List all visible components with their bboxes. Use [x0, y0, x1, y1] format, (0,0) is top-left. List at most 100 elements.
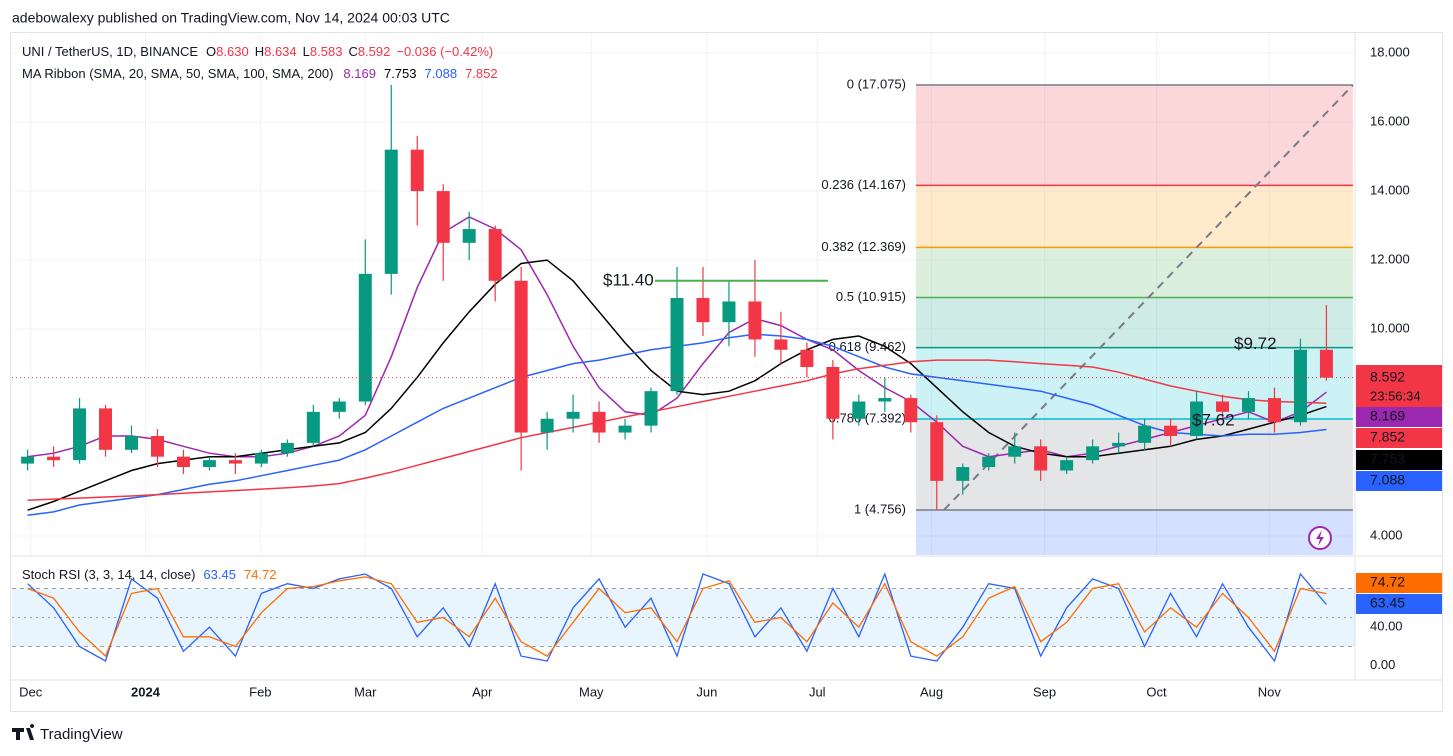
candle-body: [99, 408, 113, 450]
ma-tag-value: 7.753: [1370, 451, 1405, 467]
x-tick-label: Mar: [354, 684, 377, 699]
symbol-header: UNI / TetherUS, 1D, BINANCE O8.630 H8.634 L…: [22, 44, 493, 59]
candle-body: [930, 422, 944, 481]
frame: [10, 32, 1443, 712]
fib-zone: [916, 185, 1353, 248]
brand: TradingView: [40, 726, 123, 743]
stoch-tag-value: 63.45: [1370, 595, 1405, 611]
quote-value: 8.592: [358, 44, 391, 59]
fib-zone: [916, 85, 1353, 186]
stoch-value: 74.72: [244, 567, 277, 582]
fib-zone: [916, 509, 1353, 555]
y-tick-label: 10.000: [1370, 320, 1410, 335]
candle-body: [800, 349, 814, 368]
quote-key: L: [303, 44, 310, 59]
ma-tag: [1356, 407, 1442, 427]
x-tick-label: Dec: [19, 684, 43, 699]
ma-tag-value: 8.169: [1370, 408, 1405, 424]
stoch-tag-value: 74.72: [1370, 574, 1405, 590]
ribbon-value: 7.088: [425, 66, 458, 81]
y-tick-label: 14.000: [1370, 183, 1410, 198]
candle-body: [1112, 442, 1126, 447]
candle-body: [384, 149, 398, 274]
annotation: $9.72: [1234, 334, 1277, 353]
price-tag: [1356, 365, 1442, 409]
ma-tag: [1356, 428, 1442, 448]
candle-body: [1008, 446, 1022, 457]
fib-label: 0.786 (7.392): [829, 410, 906, 425]
candle-body: [1190, 401, 1204, 436]
x-tick-label: Jun: [696, 684, 717, 699]
candle-body: [1034, 446, 1048, 471]
stoch-header: Stoch RSI (3, 3, 14, 14, close) 63.45 74.7…: [22, 567, 277, 582]
candle-body: [540, 418, 554, 433]
x-tick-label: Sep: [1033, 684, 1056, 699]
symbol-title: UNI / TetherUS, 1D, BINANCE: [22, 44, 198, 59]
candle-body: [644, 391, 658, 426]
trend-line: [943, 84, 1354, 511]
x-tick-label: May: [579, 684, 604, 699]
ribbon-header: MA Ribbon (SMA, 20, SMA, 50, SMA, 100, S…: [22, 66, 498, 81]
ma-tag-value: 7.088: [1370, 472, 1405, 488]
candle-body: [982, 456, 996, 468]
candle-body: [358, 273, 372, 402]
candle-body: [306, 411, 320, 443]
stoch-line: [27, 576, 1327, 658]
candle-body: [150, 435, 164, 457]
candle-body: [852, 401, 866, 419]
candle-body: [878, 398, 892, 402]
candle-body: [1242, 398, 1255, 412]
fib-zone: [916, 247, 1353, 298]
candle-body: [774, 339, 788, 350]
fib-label: 1 (4.756): [854, 501, 906, 516]
candle-body: [1267, 398, 1281, 423]
candle-body: [618, 425, 632, 433]
quote-value: 8.630: [216, 44, 249, 59]
candle-body: [1293, 349, 1307, 423]
annotation: $11.40: [603, 270, 654, 289]
stoch-tag: [1356, 573, 1442, 593]
candle-body: [410, 149, 424, 192]
candle-body: [826, 367, 840, 419]
candle-body: [1138, 425, 1152, 443]
ma-tag: [1356, 450, 1442, 470]
price-tag-value: 8.592: [1370, 369, 1405, 385]
quote-key: C: [348, 44, 357, 59]
quote-key: H: [255, 44, 264, 59]
fib-label: 0.618 (9.462): [829, 339, 906, 354]
quote-value: 8.583: [310, 44, 343, 59]
candle-body: [462, 229, 476, 243]
y-tick-label: 12.000: [1370, 252, 1410, 267]
annotation: $7.62: [1192, 411, 1235, 430]
stoch-pane: 0.00 40.00 Stoch RSI (3, 3, 14, 14, close)…: [12, 567, 1442, 672]
candle-body: [722, 301, 736, 323]
candle-body: [202, 460, 216, 468]
fib-zone: [916, 297, 1353, 348]
x-tick-label: Oct: [1146, 684, 1167, 699]
x-tick-label: Nov: [1258, 684, 1282, 699]
lightning-icon: [1308, 526, 1332, 550]
candle-body: [280, 442, 294, 454]
candle-body: [124, 435, 138, 450]
x-tick-label: Feb: [249, 684, 271, 699]
fib-label: 0.236 (14.167): [821, 177, 906, 192]
stoch-value: 63.45: [203, 567, 236, 582]
candle-body: [748, 301, 762, 340]
candle-body: [254, 453, 268, 464]
candle-body: [904, 398, 918, 423]
ribbon-value: 7.852: [465, 66, 498, 81]
x-tick-label: Aug: [920, 684, 943, 699]
candle-body: [228, 460, 242, 464]
fib-label: 0.382 (12.369): [821, 239, 906, 254]
quote-key: O: [206, 44, 216, 59]
y-tick-label: 18.000: [1370, 45, 1410, 60]
candle-body: [176, 456, 190, 468]
candle-body: [488, 229, 502, 281]
moving-average: [27, 359, 1327, 501]
candle-body: [332, 401, 346, 412]
candle-body: [1319, 349, 1333, 378]
y-tick-label: 40.00: [1370, 619, 1403, 634]
